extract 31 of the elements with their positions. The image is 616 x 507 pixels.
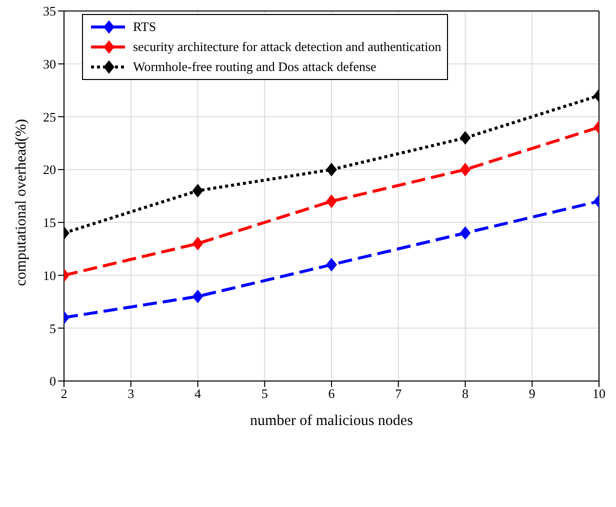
x-tick-label: 2 [60, 386, 68, 402]
point [326, 258, 337, 272]
point [192, 184, 204, 198]
x-tick-label: 5 [261, 386, 268, 402]
y-axis-title: computational overhead(%) [13, 118, 30, 286]
x-tick-label: 3 [128, 386, 134, 402]
point [460, 226, 471, 240]
x-tick-label: 6 [328, 386, 336, 402]
x-tick-label: 10 [592, 386, 606, 402]
y-tick-label: 20 [43, 162, 56, 178]
y-tick-label: 35 [43, 4, 56, 19]
x-tick-label: 8 [462, 386, 468, 402]
x-tick-label: 4 [194, 386, 202, 402]
point [192, 237, 204, 250]
point [326, 163, 337, 176]
legend-label: security architecture for attack detection and authentication [133, 39, 442, 55]
point [460, 163, 471, 176]
point [192, 290, 204, 303]
x-axis-title: number of malicious nodes [250, 413, 414, 429]
y-tick-label: 30 [43, 56, 56, 72]
x-tick-label: 7 [395, 386, 402, 402]
legend-label: Wormhole-free routing and Dos attack defense [133, 59, 376, 75]
y-tick-label: 15 [43, 215, 56, 230]
x-tick-label: 9 [528, 386, 536, 402]
y-tick-label: 25 [43, 109, 56, 124]
point [326, 194, 337, 208]
y-tick-label: 10 [43, 268, 56, 283]
legend-label: RTS [133, 19, 156, 35]
point [460, 131, 471, 144]
y-tick-label: 5 [50, 320, 56, 336]
y-tick-label: 0 [50, 374, 56, 389]
